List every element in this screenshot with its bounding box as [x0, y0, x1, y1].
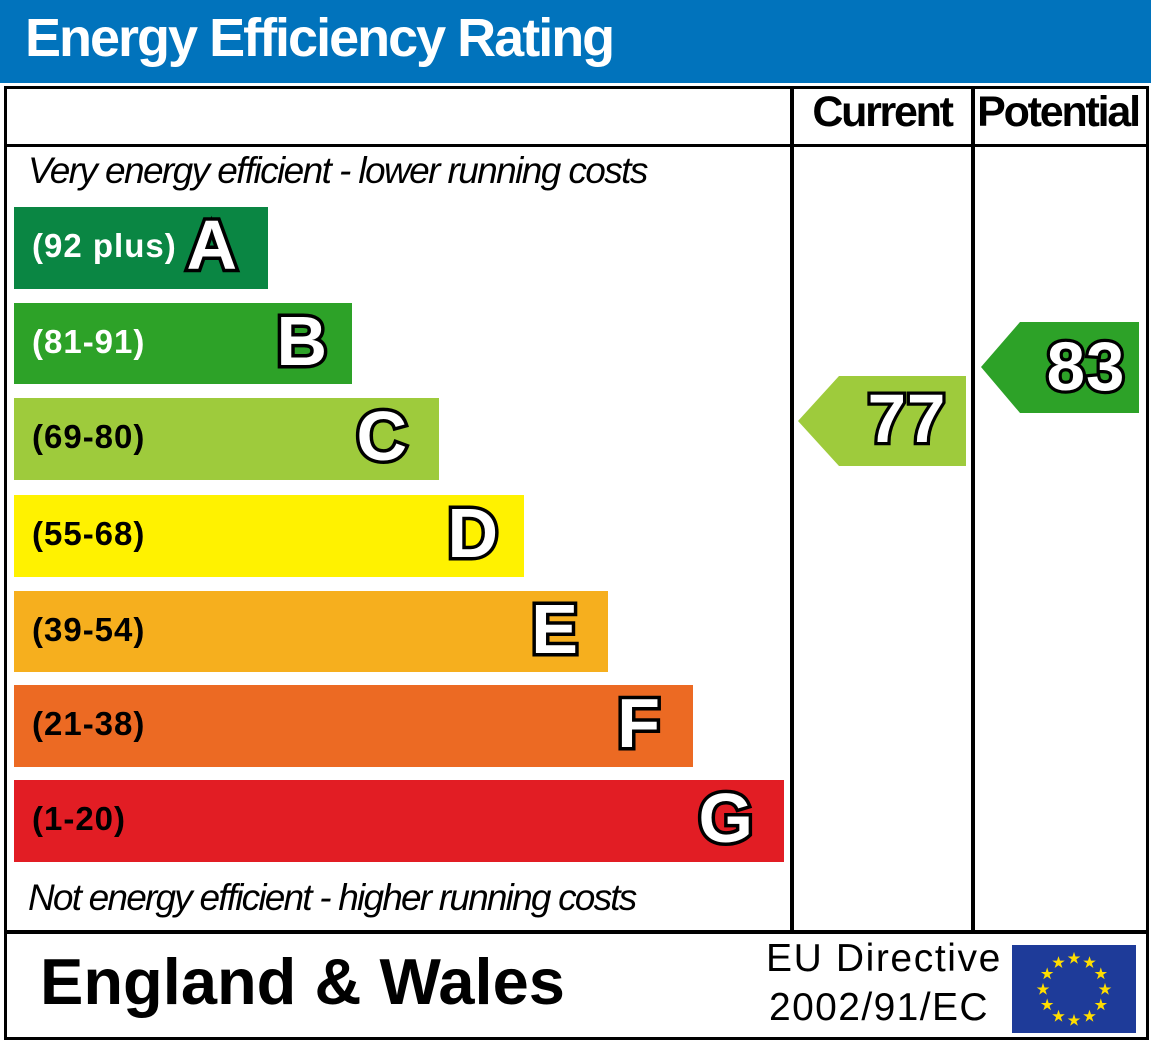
svg-text:Not energy efficient - higher: Not energy efficient - higher running co…: [28, 877, 637, 918]
svg-text:E: E: [531, 590, 578, 668]
svg-text:(92 plus): (92 plus): [32, 227, 177, 264]
svg-text:(21-38): (21-38): [32, 705, 145, 742]
svg-text:B: B: [276, 302, 327, 380]
svg-text:England & Wales: England & Wales: [40, 945, 565, 1018]
svg-text:G: G: [699, 779, 753, 857]
svg-text:F: F: [617, 684, 660, 762]
svg-text:(39-54): (39-54): [32, 611, 145, 648]
svg-text:Energy Efficiency Rating: Energy Efficiency Rating: [25, 8, 613, 68]
svg-text:Very energy efficient - lower: Very energy efficient - lower running co…: [28, 150, 648, 191]
svg-text:(69-80): (69-80): [32, 418, 145, 455]
svg-text:A: A: [186, 206, 237, 284]
svg-text:(1-20): (1-20): [32, 800, 126, 837]
svg-text:83: 83: [1047, 328, 1126, 405]
svg-text:2002/91/EC: 2002/91/EC: [769, 986, 989, 1029]
svg-text:Potential: Potential: [977, 88, 1139, 136]
svg-text:D: D: [447, 494, 498, 572]
svg-text:C: C: [356, 397, 407, 475]
svg-text:77: 77: [868, 380, 947, 457]
svg-text:EU Directive: EU Directive: [766, 937, 1002, 980]
svg-text:Current: Current: [812, 88, 953, 136]
svg-text:(81-91): (81-91): [32, 323, 145, 360]
svg-text:(55-68): (55-68): [32, 515, 145, 552]
